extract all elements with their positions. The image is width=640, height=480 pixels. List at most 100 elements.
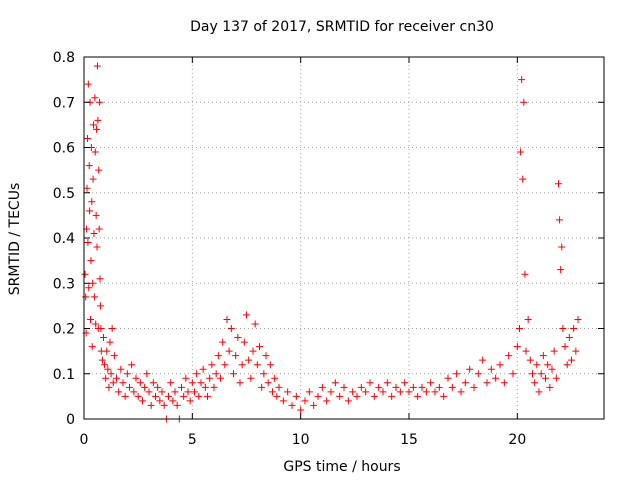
data-point <box>375 383 383 391</box>
series-srmtid <box>81 62 582 423</box>
data-point <box>219 338 227 346</box>
data-point <box>517 148 525 156</box>
data-point <box>101 361 109 369</box>
data-point <box>117 365 125 373</box>
y-tick-label: 0.2 <box>53 322 75 338</box>
data-point <box>139 397 146 405</box>
data-point <box>89 175 97 183</box>
data-point <box>568 356 575 364</box>
data-point <box>353 392 361 400</box>
data-point <box>521 270 529 278</box>
data-point <box>104 365 112 373</box>
data-point <box>234 334 242 342</box>
data-point <box>134 392 142 400</box>
data-point <box>509 370 517 378</box>
data-point <box>152 392 159 400</box>
data-point <box>180 392 188 400</box>
data-point <box>96 98 104 106</box>
data-point <box>85 284 93 292</box>
data-point <box>264 379 272 387</box>
data-point <box>136 379 144 387</box>
data-point <box>197 379 205 387</box>
data-point <box>243 311 250 319</box>
data-point <box>221 361 229 369</box>
data-point <box>95 166 103 174</box>
data-point <box>383 379 391 387</box>
data-point <box>427 379 435 387</box>
y-tick-label: 0.6 <box>53 141 75 157</box>
data-point <box>548 365 556 373</box>
data-point <box>273 392 281 400</box>
data-point <box>195 392 203 400</box>
x-tick-label: 10 <box>292 432 310 448</box>
data-point <box>93 243 101 251</box>
data-point <box>453 370 461 378</box>
y-tick-label: 0.4 <box>53 231 75 247</box>
data-point <box>533 361 541 369</box>
data-point <box>143 370 151 378</box>
data-point <box>88 198 96 206</box>
data-point <box>247 374 255 382</box>
data-point <box>169 397 177 405</box>
data-point <box>86 207 94 215</box>
data-point <box>461 379 469 387</box>
data-point <box>210 383 218 391</box>
data-point <box>230 370 237 378</box>
data-point <box>327 388 335 396</box>
data-point <box>93 62 101 70</box>
data-point <box>186 397 194 405</box>
x-tick-label: 15 <box>400 432 418 448</box>
data-point <box>184 388 192 396</box>
data-point <box>94 116 102 124</box>
data-point <box>440 392 448 400</box>
data-point <box>108 325 116 332</box>
y-axis-label: SRMTID / TECUs <box>7 183 23 296</box>
data-point <box>558 243 566 251</box>
data-point <box>258 383 266 391</box>
data-point <box>85 162 93 170</box>
data-point <box>492 374 500 382</box>
data-point <box>81 270 89 278</box>
data-point <box>245 356 253 364</box>
data-point <box>379 388 387 396</box>
data-point <box>191 388 198 396</box>
data-point <box>314 392 322 400</box>
data-point <box>537 370 545 378</box>
data-point <box>414 392 422 400</box>
data-point <box>87 315 94 323</box>
data-point <box>256 343 263 351</box>
data-point <box>520 98 528 106</box>
data-point <box>570 325 578 332</box>
data-point <box>91 148 99 156</box>
data-point <box>92 320 100 328</box>
data-point <box>487 365 495 373</box>
data-point <box>89 279 97 287</box>
data-point <box>145 388 153 396</box>
data-point <box>236 379 244 387</box>
data-point <box>149 379 157 387</box>
ticks: 0 0.1 0.2 0.3 0.4 0.5 0.6 0.7 0.8 0 5 10 15 20 <box>53 50 604 448</box>
data-point <box>470 383 478 391</box>
data-point <box>208 361 216 369</box>
data-point <box>217 374 224 382</box>
data-point <box>188 379 196 387</box>
data-point <box>550 347 558 355</box>
data-point <box>555 180 562 188</box>
data-point <box>212 370 220 378</box>
data-point <box>483 379 491 387</box>
data-point <box>405 388 413 396</box>
data-point <box>113 374 120 382</box>
data-point <box>513 343 521 351</box>
data-point <box>92 211 100 219</box>
data-point <box>457 388 465 396</box>
data-point <box>396 388 404 396</box>
data-point <box>563 361 571 369</box>
data-point <box>542 374 549 382</box>
data-point <box>126 383 133 391</box>
data-point <box>401 379 409 387</box>
data-point <box>323 397 331 405</box>
data-point <box>370 392 378 400</box>
data-point <box>561 343 569 351</box>
data-point <box>574 315 582 323</box>
data-point <box>565 334 573 342</box>
